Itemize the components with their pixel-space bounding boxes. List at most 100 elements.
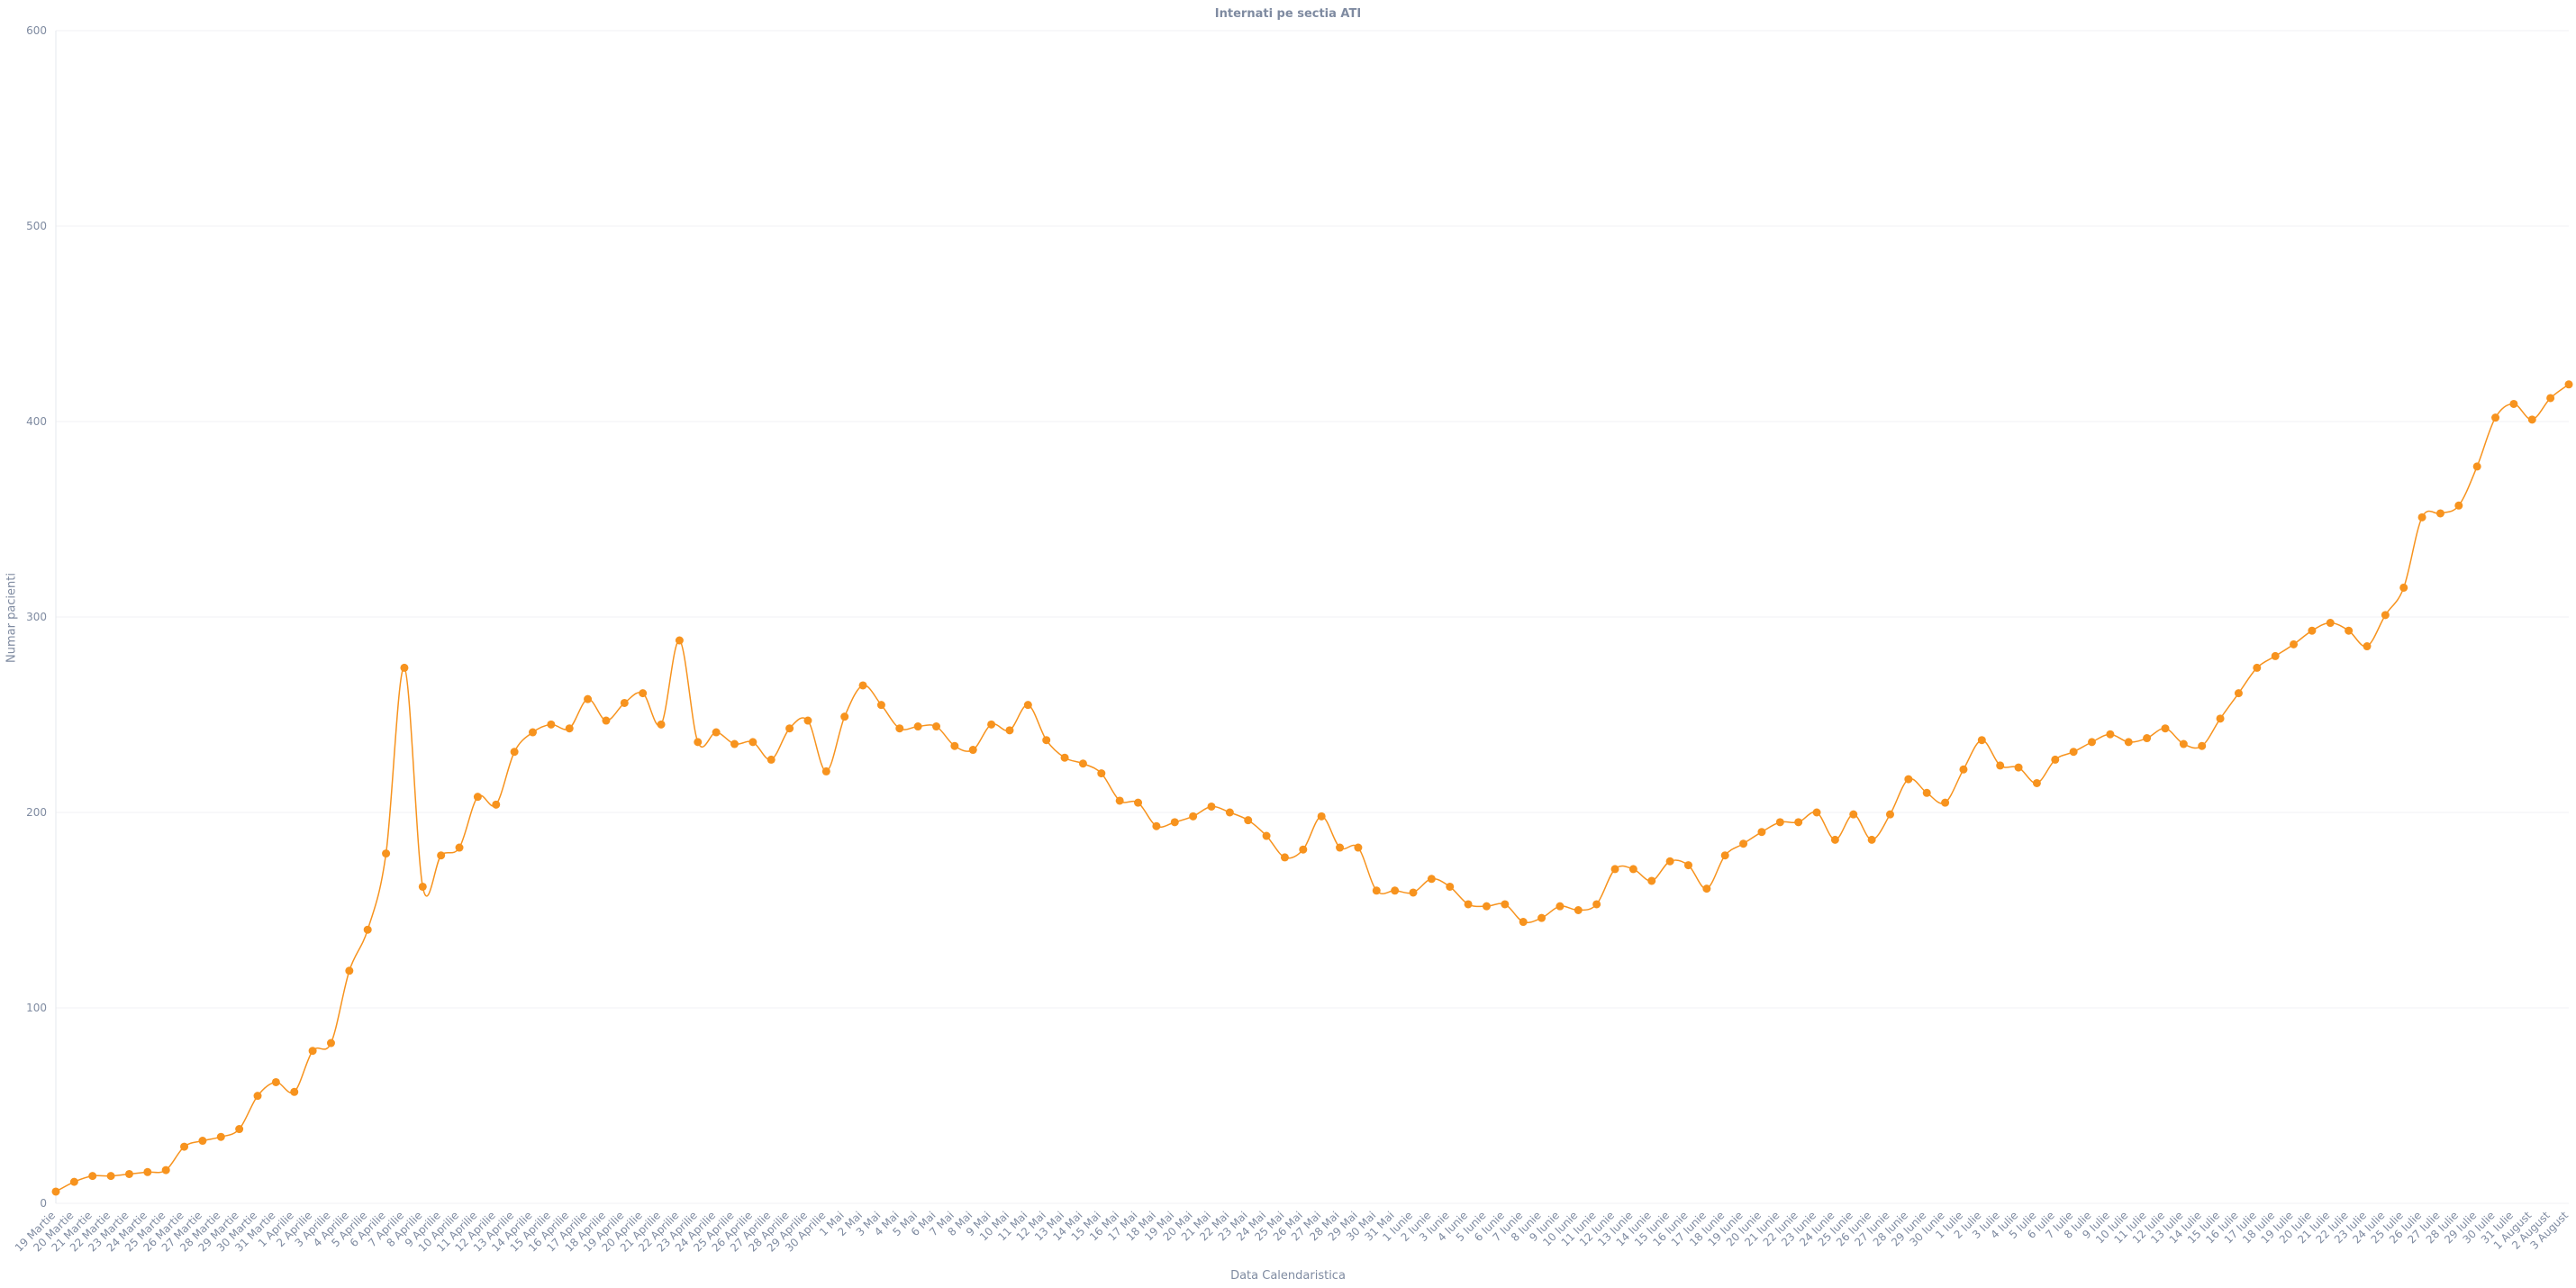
data-point[interactable] [1941,798,1950,807]
data-point[interactable] [143,1167,152,1176]
data-point[interactable] [2546,394,2555,403]
data-point[interactable] [2308,626,2317,635]
data-point[interactable] [2051,755,2060,764]
data-point[interactable] [1885,810,1894,819]
data-point[interactable] [1427,875,1436,884]
data-point[interactable] [161,1166,170,1175]
data-point[interactable] [1959,765,1968,774]
data-point[interactable] [785,724,794,733]
data-point[interactable] [180,1142,189,1151]
data-point[interactable] [821,766,830,776]
data-point[interactable] [528,728,537,737]
data-point[interactable] [1446,882,1455,891]
data-point[interactable] [2381,611,2390,620]
data-point[interactable] [1280,853,1289,862]
data-point[interactable] [1574,906,1583,914]
data-point[interactable] [547,720,556,729]
data-point[interactable] [1537,913,1547,922]
data-point[interactable] [1482,902,1491,911]
data-point[interactable] [2069,748,2078,757]
data-point[interactable] [2253,663,2262,672]
data-point[interactable] [2509,399,2518,408]
data-point[interactable] [69,1177,78,1186]
data-point[interactable] [1683,861,1692,870]
data-point[interactable] [730,739,739,748]
data-point[interactable] [1372,886,1381,895]
data-point[interactable] [1996,761,2005,770]
data-point[interactable] [1189,812,1198,821]
data-point[interactable] [1115,796,1124,805]
data-point[interactable] [290,1087,299,1096]
data-point[interactable] [235,1125,244,1134]
data-point[interactable] [2417,512,2426,522]
data-point[interactable] [565,724,574,733]
data-point[interactable] [1336,843,1345,852]
data-point[interactable] [2472,462,2481,471]
data-point[interactable] [1317,812,1326,821]
data-point[interactable] [455,843,464,852]
data-point[interactable] [1244,816,1253,825]
data-point[interactable] [437,851,446,860]
data-point[interactable] [858,681,867,690]
data-point[interactable] [51,1187,60,1196]
data-point[interactable] [1702,884,1711,893]
data-point[interactable] [639,689,648,698]
data-point[interactable] [1152,821,1161,830]
data-point[interactable] [2234,689,2243,698]
data-point[interactable] [2491,413,2500,422]
data-point[interactable] [418,882,427,891]
data-point[interactable] [1023,701,1032,710]
data-point[interactable] [2527,415,2536,424]
data-point[interactable] [1005,726,1014,735]
data-point[interactable] [1849,810,1858,819]
data-point[interactable] [1757,828,1766,837]
data-point[interactable] [2290,639,2299,649]
data-point[interactable] [308,1047,317,1056]
data-point[interactable] [1262,831,1271,840]
data-point[interactable] [363,925,372,934]
data-point[interactable] [1628,865,1637,874]
data-point[interactable] [1739,839,1748,848]
data-point[interactable] [1610,865,1619,874]
data-point[interactable] [913,722,922,731]
data-point[interactable] [2032,778,2041,787]
data-point[interactable] [473,793,482,802]
data-point[interactable] [1556,902,1565,911]
data-point[interactable] [1391,886,1400,895]
data-point[interactable] [216,1132,225,1141]
data-point[interactable] [1501,900,1510,909]
data-point[interactable] [492,800,501,809]
data-point[interactable] [382,849,391,858]
data-point[interactable] [1170,818,1179,827]
data-point[interactable] [694,738,703,747]
data-point[interactable] [1665,857,1674,866]
data-point[interactable] [876,701,885,710]
data-point[interactable] [657,720,666,729]
data-point[interactable] [932,722,941,731]
data-point[interactable] [895,724,904,733]
data-point[interactable] [345,966,354,975]
data-point[interactable] [88,1172,97,1181]
data-point[interactable] [766,755,776,764]
data-point[interactable] [510,748,519,757]
data-point[interactable] [253,1092,262,1101]
data-point[interactable] [2143,734,2152,743]
data-point[interactable] [1592,900,1601,909]
data-point[interactable] [1409,888,1418,897]
data-point[interactable] [1225,808,1234,817]
data-point[interactable] [2179,739,2188,748]
data-point[interactable] [400,663,409,672]
data-point[interactable] [2564,380,2573,389]
data-point[interactable] [1134,798,1143,807]
data-point[interactable] [2161,724,2170,733]
data-point[interactable] [2399,583,2408,592]
data-point[interactable] [2345,626,2354,635]
data-point[interactable] [2014,763,2023,772]
data-point[interactable] [2271,651,2280,660]
data-point[interactable] [1042,736,1051,745]
data-point[interactable] [2124,738,2133,747]
data-point[interactable] [2106,730,2115,739]
data-point[interactable] [124,1169,133,1178]
data-point[interactable] [584,694,593,703]
data-point[interactable] [2435,509,2444,518]
